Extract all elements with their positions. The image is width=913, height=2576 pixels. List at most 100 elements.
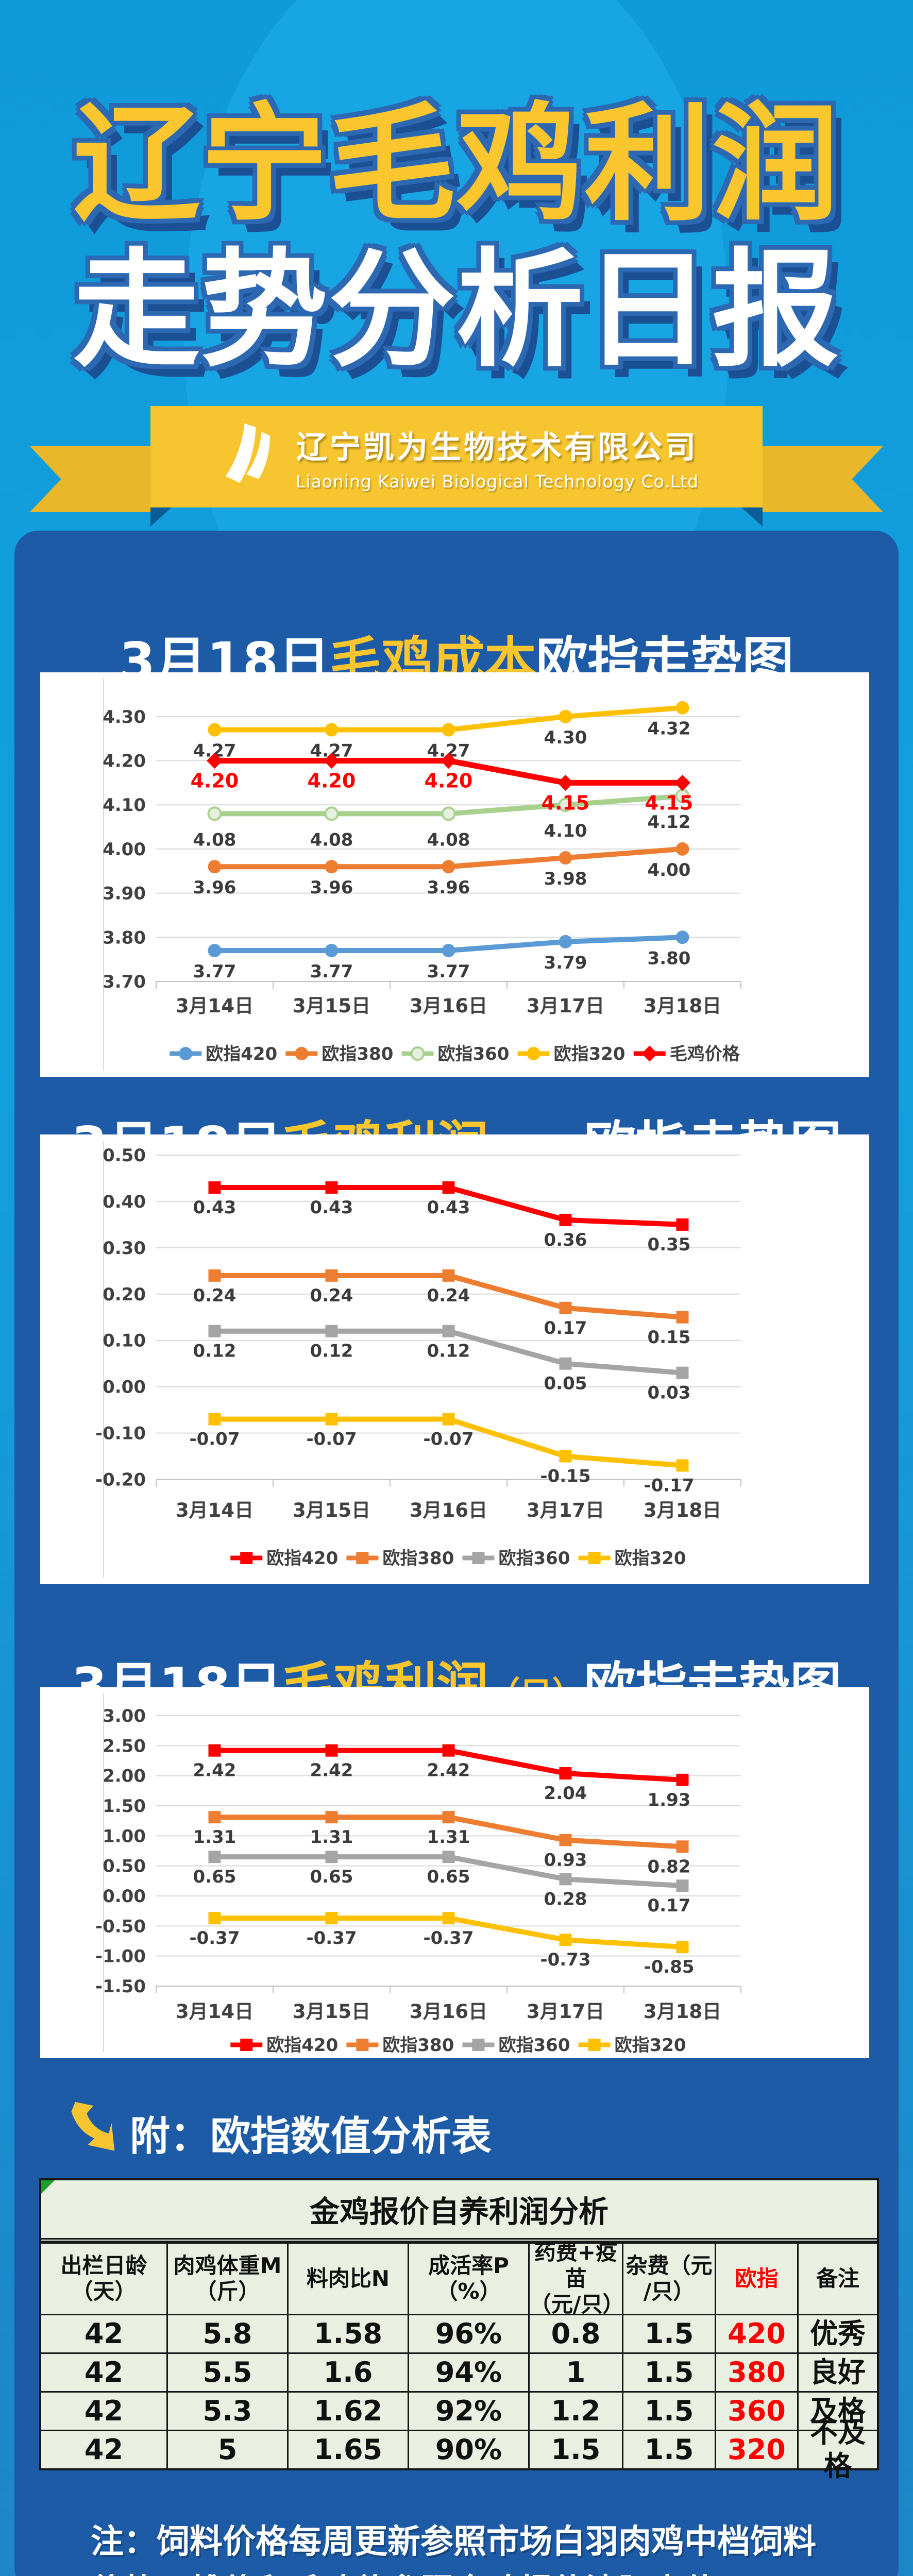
table-cell: 1.5 bbox=[623, 2352, 716, 2391]
svg-text:3月16日: 3月16日 bbox=[410, 1499, 487, 1521]
svg-text:4.15: 4.15 bbox=[645, 791, 694, 814]
main-title-line1: 辽宁毛鸡利润 bbox=[73, 91, 840, 239]
svg-text:0.65: 0.65 bbox=[310, 1867, 353, 1887]
svg-text:欧指360: 欧指360 bbox=[499, 1548, 570, 1569]
svg-text:-0.37: -0.37 bbox=[307, 1928, 357, 1948]
table-cell: 5 bbox=[168, 2430, 289, 2468]
table-cell: 420 bbox=[716, 2314, 799, 2352]
svg-text:3月15日: 3月15日 bbox=[293, 995, 370, 1017]
svg-text:4.12: 4.12 bbox=[648, 812, 691, 833]
table-cell: 1.5 bbox=[530, 2430, 623, 2468]
svg-text:毛鸡价格: 毛鸡价格 bbox=[670, 1044, 740, 1064]
svg-text:4.20: 4.20 bbox=[191, 770, 239, 792]
svg-text:0.50: 0.50 bbox=[103, 1856, 146, 1877]
table-cell: 42 bbox=[41, 2391, 168, 2430]
svg-text:3.70: 3.70 bbox=[103, 972, 146, 992]
table-cell: 1.5 bbox=[623, 2314, 716, 2352]
table-cell: 及格 bbox=[799, 2391, 877, 2430]
svg-text:3月18日: 3月18日 bbox=[644, 2001, 721, 2023]
svg-text:3月15日: 3月15日 bbox=[293, 2001, 370, 2023]
svg-text:3.77: 3.77 bbox=[193, 961, 236, 982]
table-cell: 42 bbox=[41, 2430, 168, 2468]
svg-text:3.96: 3.96 bbox=[310, 877, 353, 898]
svg-text:欧指360: 欧指360 bbox=[438, 1044, 510, 1064]
svg-text:0.43: 0.43 bbox=[310, 1197, 353, 1218]
table-cell: 1.6 bbox=[289, 2352, 409, 2391]
svg-text:3.80: 3.80 bbox=[648, 948, 691, 969]
ribbon-fold-left bbox=[150, 507, 172, 527]
svg-text:4.15: 4.15 bbox=[542, 791, 590, 814]
table-row: 42 5.8 1.58 96% 0.8 1.5 420 优秀 bbox=[41, 2314, 877, 2352]
table-cell: 90% bbox=[409, 2430, 530, 2468]
table-row: 42 5 1.65 90% 1.5 1.5 320 不及格 bbox=[41, 2416, 877, 2482]
svg-text:4.32: 4.32 bbox=[648, 719, 691, 739]
svg-text:0.65: 0.65 bbox=[193, 1867, 236, 1887]
company-name-en: Liaoning Kaiwei Biological Technology Co… bbox=[295, 471, 699, 492]
svg-text:-0.73: -0.73 bbox=[540, 1950, 591, 1970]
chart-card-profit-zhi: 3.00 2.50 2.00 1.50 1.00 0.50 0.00 -0.50 -1.00 -1… bbox=[40, 1687, 869, 2058]
svg-text:4.08: 4.08 bbox=[427, 829, 470, 850]
annex-heading: 附：欧指数值分析表 bbox=[130, 2113, 492, 2160]
svg-text:1.31: 1.31 bbox=[427, 1827, 470, 1848]
table-cell: 96% bbox=[409, 2314, 530, 2352]
svg-text:3月15日: 3月15日 bbox=[293, 1499, 370, 1521]
table-cell: 94% bbox=[409, 2352, 530, 2391]
svg-text:3月17日: 3月17日 bbox=[527, 995, 604, 1017]
svg-text:0.43: 0.43 bbox=[193, 1197, 236, 1218]
company-names: 辽宁凯为生物技术有限公司 Liaoning Kaiwei Biological … bbox=[296, 422, 699, 492]
svg-text:0.36: 0.36 bbox=[544, 1230, 587, 1250]
header: 辽宁毛鸡利润 走势分析日报 bbox=[0, 95, 913, 380]
svg-text:4.30: 4.30 bbox=[103, 707, 146, 727]
svg-text:-0.15: -0.15 bbox=[540, 1466, 591, 1487]
table-cell: 1.2 bbox=[530, 2391, 623, 2430]
svg-text:0.12: 0.12 bbox=[310, 1341, 353, 1362]
svg-text:0.12: 0.12 bbox=[427, 1341, 470, 1362]
table-cell: 360 bbox=[716, 2391, 799, 2430]
svg-text:2.04: 2.04 bbox=[544, 1783, 587, 1804]
svg-text:3.98: 3.98 bbox=[544, 869, 587, 889]
table-cell: 1.62 bbox=[289, 2391, 409, 2430]
company-name-zh: 辽宁凯为生物技术有限公司 bbox=[296, 429, 698, 466]
svg-text:4.20: 4.20 bbox=[425, 770, 473, 792]
table-header-cell: 备注 bbox=[799, 2242, 877, 2314]
svg-text:3.79: 3.79 bbox=[544, 953, 587, 973]
svg-text:4.20: 4.20 bbox=[308, 770, 356, 792]
table-header-cell: 杂费（元/只） bbox=[623, 2242, 716, 2314]
svg-text:4.08: 4.08 bbox=[310, 829, 353, 850]
svg-text:4.30: 4.30 bbox=[544, 727, 587, 748]
svg-text:-0.07: -0.07 bbox=[190, 1429, 240, 1450]
profit-analysis-table: 金鸡报价自养利润分析 出栏日龄 （天） 肉鸡体重M （斤） 料肉比N 成活率P （%） 药费+疫… bbox=[39, 2178, 879, 2482]
svg-text:0.10: 0.10 bbox=[103, 1331, 146, 1351]
svg-text:3月14日: 3月14日 bbox=[176, 2001, 253, 2023]
ribbon-tail-left bbox=[30, 446, 160, 512]
ribbon-tail-right bbox=[753, 446, 883, 512]
table-cell: 5.8 bbox=[168, 2314, 289, 2352]
svg-text:0.24: 0.24 bbox=[193, 1285, 236, 1306]
table-cell: 5.3 bbox=[168, 2391, 289, 2430]
svg-text:0.43: 0.43 bbox=[427, 1197, 470, 1218]
svg-text:0.15: 0.15 bbox=[648, 1327, 691, 1348]
kaiwei-wing-logo-icon bbox=[214, 417, 280, 497]
svg-text:4.08: 4.08 bbox=[193, 829, 236, 850]
svg-text:1.50: 1.50 bbox=[103, 1796, 146, 1817]
svg-text:0.17: 0.17 bbox=[544, 1318, 587, 1338]
svg-text:3月16日: 3月16日 bbox=[410, 995, 487, 1017]
svg-text:欧指380: 欧指380 bbox=[322, 1044, 393, 1064]
table-cell: 5.5 bbox=[168, 2352, 289, 2391]
svg-text:-0.37: -0.37 bbox=[190, 1928, 240, 1948]
svg-text:1.31: 1.31 bbox=[310, 1827, 353, 1848]
svg-text:2.42: 2.42 bbox=[427, 1760, 470, 1781]
svg-text:欧指360: 欧指360 bbox=[499, 2035, 570, 2056]
svg-text:3月18日: 3月18日 bbox=[644, 1499, 721, 1521]
table-header-cell: 药费+疫苗 （元/只） bbox=[530, 2240, 624, 2317]
main-title-line2: 走势分析日报 bbox=[73, 236, 840, 384]
svg-text:欧指320: 欧指320 bbox=[554, 1044, 625, 1064]
svg-text:-1.50: -1.50 bbox=[95, 1976, 146, 1997]
svg-text:2.00: 2.00 bbox=[103, 1766, 146, 1787]
table-header-cell: 料肉比N bbox=[289, 2242, 409, 2314]
table-cell: 320 bbox=[716, 2430, 799, 2468]
table-title: 金鸡报价自养利润分析 bbox=[41, 2180, 877, 2242]
svg-text:-0.20: -0.20 bbox=[95, 1470, 146, 1490]
svg-text:4.00: 4.00 bbox=[103, 839, 146, 860]
